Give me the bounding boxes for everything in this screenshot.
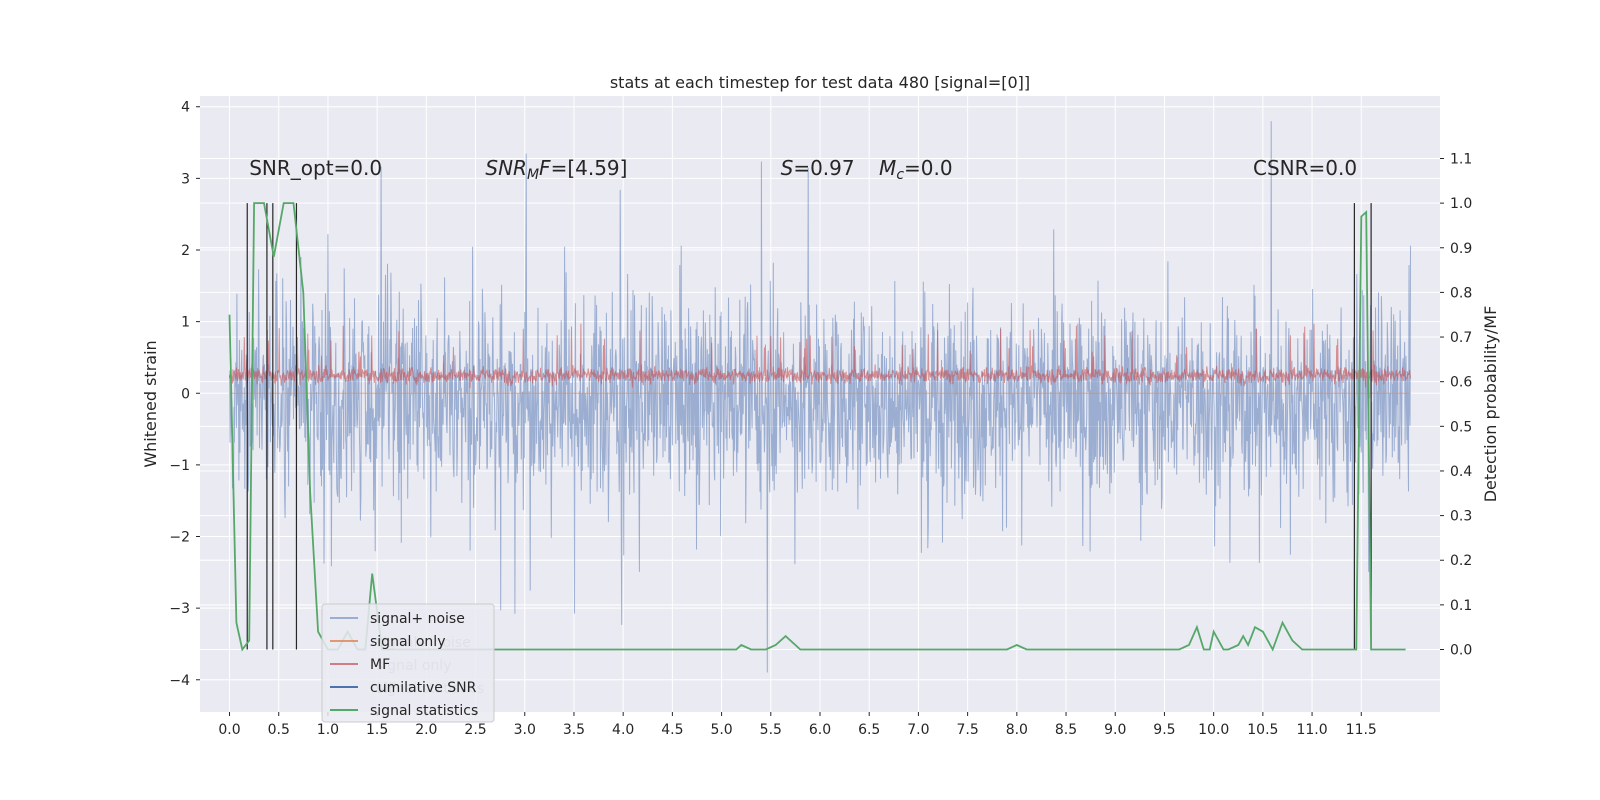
x-tick-label: 3.0: [514, 722, 536, 738]
series-mf: [229, 323, 1411, 389]
y2-axis-ticks: 0.0 0.1 0.2 0.3 0.4 0.5 0.6 0.7 0.8 0.9 1.0 1.1: [1440, 151, 1472, 659]
y2-tick-label: 0.2: [1450, 553, 1472, 569]
x-axis-ticks: 0.0 0.5 1.0 1.5 2.0 2.5 3.0 3.5 4.0 4.5 5.0 5.5 6.0 6…: [218, 712, 1377, 738]
x-tick-label: 7.5: [956, 722, 978, 738]
legend-label: signal+ noise: [370, 611, 465, 627]
legend-label: MF: [370, 657, 390, 673]
x-tick-label: 4.5: [661, 722, 683, 738]
y2-tick-label: 0.5: [1450, 419, 1472, 435]
y2-tick-label: 1.0: [1450, 196, 1472, 212]
x-tick-label: 10.5: [1247, 722, 1278, 738]
y2-tick-label: 0.0: [1450, 643, 1472, 659]
y2-tick-label: 0.9: [1450, 241, 1472, 257]
y-tick-label: 2: [181, 243, 190, 259]
x-tick-label: 8.5: [1055, 722, 1077, 738]
legend-label: cumilative SNR: [370, 680, 477, 696]
y-tick-label: 3: [181, 171, 190, 187]
y-tick-label: −3: [169, 601, 190, 617]
x-tick-label: 0.5: [268, 722, 290, 738]
signal-statistics-layer: [228, 202, 1406, 652]
x-tick-label: 1.5: [366, 722, 388, 738]
legend-box: [321, 603, 495, 723]
x-tick-label: 9.5: [1153, 722, 1175, 738]
x-tick-label: 11.0: [1296, 722, 1327, 738]
series-signal-noise: [229, 121, 1411, 673]
x-tick-label: 5.5: [760, 722, 782, 738]
annotation-text: CSNR=0.0: [1253, 156, 1357, 180]
legend-label: signal only: [370, 634, 445, 650]
x-tick-label: 3.5: [563, 722, 585, 738]
y-tick-label: −2: [169, 530, 190, 546]
x-tick-label: 10.0: [1198, 722, 1229, 738]
annotation-text: S=0.97: [781, 156, 855, 180]
y-tick-label: 1: [181, 315, 190, 331]
y-axis-ticks: −4 −3 −2 −1 0 1 2 3 4: [169, 100, 200, 689]
y-tick-label: 4: [181, 100, 190, 116]
x-tick-label: 6.5: [858, 722, 880, 738]
y2-axis-label: Detection probability/MF: [1481, 306, 1500, 503]
x-tick-label: 6.0: [809, 722, 831, 738]
y2-tick-label: 0.6: [1450, 375, 1472, 391]
x-tick-label: 1.0: [317, 722, 339, 738]
y2-tick-label: 0.1: [1450, 598, 1472, 614]
annotation-text: SNRMF=[4.59]: [485, 156, 627, 183]
x-tick-label: 4.0: [612, 722, 634, 738]
x-tick-label: 2.0: [415, 722, 437, 738]
y2-tick-label: 0.8: [1450, 285, 1472, 301]
y-axis-label: Whitened strain: [141, 340, 160, 467]
legend: signal+ noise signal only MF signal statist…: [321, 603, 495, 723]
x-tick-label: 7.0: [907, 722, 929, 738]
series-signal-statistics: [228, 202, 1406, 652]
y2-tick-label: 0.3: [1450, 509, 1472, 525]
x-tick-label: 2.5: [464, 722, 486, 738]
annotation-text: SNR_opt=0.0: [249, 156, 382, 180]
series-layer: [229, 121, 1411, 673]
x-tick-label: 8.0: [1006, 722, 1028, 738]
x-tick-label: 5.0: [710, 722, 732, 738]
annotation-text: Mc=0.0: [879, 156, 953, 183]
annotations: SNR_opt=0.0 SNRMF=[4.59] S=0.97 Mc=0.0 CSNR=…: [249, 156, 1357, 183]
y-tick-label: −4: [169, 673, 190, 689]
x-tick-label: 0.0: [218, 722, 240, 738]
y-tick-label: −1: [169, 458, 190, 474]
y2-tick-label: 1.1: [1450, 151, 1472, 167]
y2-tick-label: 0.7: [1450, 330, 1472, 346]
y2-tick-label: 0.4: [1450, 464, 1472, 480]
chart-title: stats at each timestep for test data 480…: [610, 73, 1030, 92]
x-tick-label: 9.0: [1104, 722, 1126, 738]
y-tick-label: 0: [181, 386, 190, 402]
x-tick-label: 11.5: [1346, 722, 1377, 738]
legend-label: signal statistics: [370, 703, 478, 719]
